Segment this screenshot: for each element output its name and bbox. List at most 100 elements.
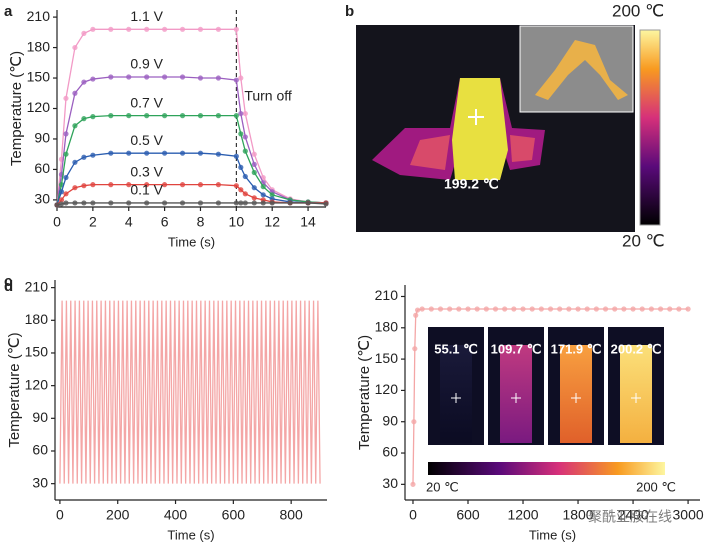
point [557,306,563,312]
point [108,113,114,119]
point [251,169,257,176]
series-label: 0.1 V [130,182,163,198]
inset-images [425,325,667,475]
point [233,200,239,206]
point [630,306,636,312]
point [238,110,244,117]
point [63,200,69,206]
point [197,26,204,32]
point [529,306,535,312]
point [90,152,96,158]
point [126,74,132,80]
point [233,183,239,189]
x-axis-title: Time (s) [168,234,215,249]
point [63,174,69,181]
y-tick-label: 150 [375,350,399,366]
x-tick-label: 1200 [507,507,538,523]
point [81,116,87,122]
point [251,151,257,157]
point [238,200,244,206]
panel-label: c [4,273,12,290]
point [162,200,168,206]
y-tick-label: 30 [382,475,398,491]
point [251,161,257,167]
inset-label: 55.1 ℃ [434,341,478,356]
point [197,113,204,119]
point [242,148,248,154]
y-tick-label: 180 [27,38,51,54]
point [414,307,421,313]
point [54,202,60,208]
point [108,200,114,206]
x-tick-label: 0 [53,214,61,230]
point [456,306,462,312]
point [547,306,554,312]
series-label: 0.3 V [130,163,163,179]
point [58,189,65,195]
point [215,151,221,157]
point [81,154,87,160]
point [72,185,78,191]
point [612,306,618,312]
x-tick-label: 0 [409,507,417,523]
watermark: 聚酰亚胺在线 [588,509,672,525]
point [215,75,221,81]
point [260,192,266,198]
point [72,200,78,206]
point [233,26,239,32]
point [215,113,221,119]
colorbar-max: 200 ℃ [612,1,664,20]
point [465,306,471,312]
point [162,113,168,119]
series-line [56,152,326,206]
point [108,182,114,188]
series-label: 0.7 V [130,94,163,110]
y-tick-label: 120 [27,99,51,115]
point [667,306,673,312]
point [602,306,609,312]
point [215,182,221,188]
point [260,184,266,190]
annotation: Turn off [244,88,292,104]
y-tick-label: 210 [375,287,399,303]
point [126,26,132,32]
x-tick-label: 400 [164,507,188,523]
point [621,306,627,312]
x-tick-label: 4 [125,214,133,230]
y-tick-label: 90 [382,412,398,428]
point [90,76,96,82]
point [126,113,132,119]
y-tick-label: 210 [27,8,51,24]
y-tick-label: 60 [34,160,50,176]
colorbar-max: 200 ℃ [636,479,676,494]
point [447,306,453,312]
point [126,200,132,206]
point [58,201,65,207]
point [197,182,204,188]
x-tick-label: 10 [229,214,245,230]
point [63,151,69,157]
x-tick-label: 6 [161,214,169,230]
y-axis-title: Temperature (℃) [356,335,373,450]
point [584,306,590,312]
panel-label: d [4,278,13,295]
point [269,192,275,198]
series-label: 1.1 V [130,8,163,24]
point [179,150,186,156]
x-tick-label: 3000 [673,507,704,523]
point [63,131,69,137]
point [657,306,664,312]
point [242,134,248,140]
hotspot-label: 199.2 ℃ [444,176,499,192]
point [63,191,69,197]
point [251,200,257,206]
point [179,26,186,32]
point [242,173,248,180]
point [502,306,508,312]
x-tick-label: 200 [106,507,130,523]
x-tick-label: 14 [300,214,316,230]
y-tick-label: 90 [34,130,50,146]
y-tick-label: 150 [27,69,51,85]
point [676,306,682,312]
point [238,164,244,170]
